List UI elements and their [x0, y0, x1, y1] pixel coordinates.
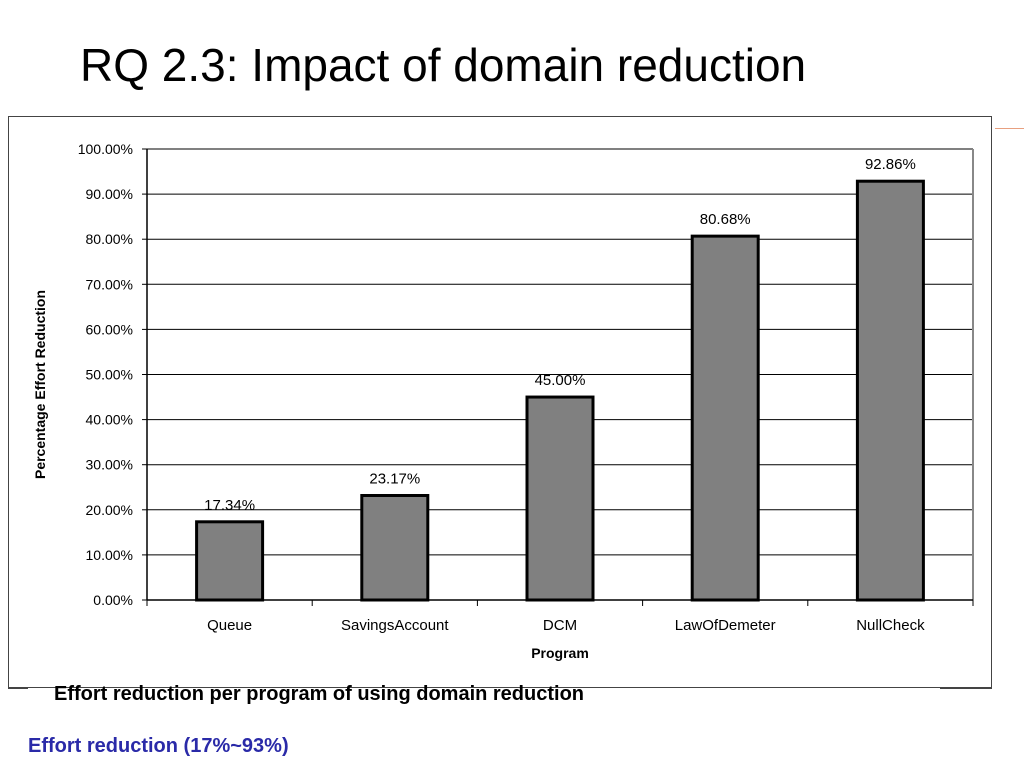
gridlines — [147, 148, 973, 556]
bar-queue — [195, 520, 265, 602]
y-tick-label: 30.00% — [86, 457, 133, 473]
y-axis-title: Percentage Effort Reduction — [32, 290, 48, 479]
bars — [195, 179, 925, 602]
y-tick-label: 20.00% — [86, 502, 133, 518]
bar-dcm — [525, 395, 595, 602]
x-category-label: NullCheck — [856, 617, 925, 634]
frame-bottom-line-right — [940, 688, 992, 689]
y-tick-label: 70.00% — [86, 276, 133, 292]
slide-title: RQ 2.3: Impact of domain reduction — [80, 39, 807, 91]
x-axis-title: Program — [531, 645, 589, 661]
y-tick-label: 80.00% — [86, 231, 133, 247]
bar-lawofdemeter — [690, 234, 760, 602]
y-tick-label: 10.00% — [86, 547, 133, 563]
x-category-label: LawOfDemeter — [675, 617, 776, 634]
y-tick-label: 90.00% — [86, 186, 133, 202]
y-tick-label: 100.00% — [78, 141, 133, 157]
frame-bottom-line-left — [8, 688, 28, 689]
x-category-label: Queue — [207, 617, 252, 634]
x-category-label: DCM — [543, 617, 577, 634]
chart-frame: 0.00% 10.00% 20.00% 30.00% 40.00% 50.00% 60.00… — [8, 116, 992, 688]
bar-nullcheck — [855, 179, 925, 602]
bar-chart: 0.00% 10.00% 20.00% 30.00% 40.00% 50.00% 60.00… — [32, 141, 974, 661]
accent-line — [995, 128, 1024, 129]
y-tick-label: 40.00% — [86, 412, 133, 428]
data-label: 92.86% — [865, 156, 916, 173]
summary-text: Effort reduction (17%~93%) — [28, 735, 289, 757]
y-tick-label: 50.00% — [86, 367, 133, 383]
x-category-label: SavingsAccount — [341, 617, 449, 634]
axes — [142, 148, 974, 606]
data-label: 45.00% — [535, 372, 586, 389]
bar-savingsaccount — [360, 494, 430, 602]
data-label: 23.17% — [369, 471, 420, 488]
chart-caption: Effort reduction per program of using do… — [54, 683, 585, 705]
data-label: 80.68% — [700, 211, 751, 228]
data-label: 17.34% — [204, 497, 255, 514]
y-tick-label: 60.00% — [86, 321, 133, 337]
labels: 0.00% 10.00% 20.00% 30.00% 40.00% 50.00% 60.00… — [32, 141, 925, 661]
y-tick-label: 0.00% — [93, 592, 133, 608]
